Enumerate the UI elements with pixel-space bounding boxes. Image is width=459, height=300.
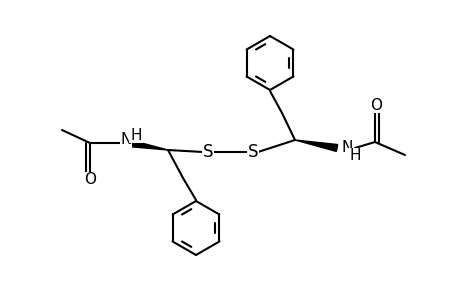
Text: O: O (84, 172, 96, 188)
Text: N: N (341, 140, 352, 154)
Text: S: S (247, 143, 257, 161)
Polygon shape (127, 140, 168, 150)
Polygon shape (294, 140, 337, 152)
Text: H: H (348, 148, 360, 164)
Text: O: O (369, 98, 381, 112)
Text: H: H (130, 128, 141, 142)
Text: N: N (120, 133, 131, 148)
Text: S: S (202, 143, 213, 161)
